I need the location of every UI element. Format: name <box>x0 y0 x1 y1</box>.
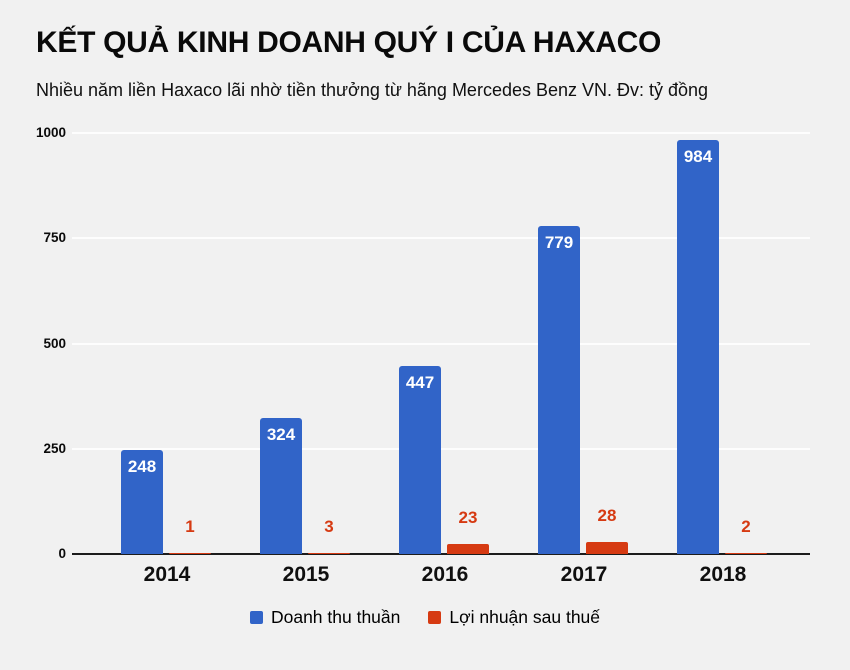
profit-bar-2016 <box>447 544 489 554</box>
revenue-value-label-2018: 984 <box>683 146 713 166</box>
legend-label: Doanh thu thuần <box>270 607 401 627</box>
x-axis-label-2016: 2016 <box>421 563 469 586</box>
y-tick-label: 500 <box>43 335 66 351</box>
chart-title: KẾT QUẢ KINH DOANH QUÝ I CỦA HAXACO <box>36 26 662 59</box>
revenue-bar-2016 <box>399 365 441 554</box>
revenue-value-label-2016: 447 <box>405 372 435 392</box>
profit-value-label-2018: 2 <box>741 516 751 536</box>
profit-legend-swatch-icon <box>428 611 442 624</box>
profit-value-label-2016: 23 <box>458 508 478 528</box>
profit-value-label-2017: 28 <box>597 506 617 526</box>
profit-value-label-2015: 3 <box>324 516 334 536</box>
revenue-value-label-2015: 324 <box>266 424 296 444</box>
chart-subtitle: Nhiều năm liền Haxaco lãi nhờ tiền thưởn… <box>36 80 709 100</box>
revenue-legend-swatch-icon <box>249 611 263 624</box>
x-axis-label-2017: 2017 <box>560 563 608 586</box>
y-tick-label: 750 <box>43 230 66 246</box>
profit-bar-2018 <box>725 552 767 554</box>
y-tick-label: 1000 <box>35 125 66 140</box>
x-axis-label-2014: 2014 <box>143 563 191 586</box>
profit-bar-2014 <box>169 552 211 554</box>
legend-label: Lợi nhuận sau thuế <box>449 607 601 627</box>
legend-item-profit: Lợi nhuận sau thuế <box>428 607 600 628</box>
y-tick-label: 250 <box>43 440 66 456</box>
gridline-250 <box>72 447 810 450</box>
gridline-500 <box>72 342 810 345</box>
x-axis-line <box>72 553 810 555</box>
profit-bar-2015 <box>308 552 350 554</box>
revenue-bar-2018 <box>677 139 719 554</box>
profit-value-label-2014: 1 <box>185 516 195 536</box>
x-axis-label-2015: 2015 <box>282 563 330 586</box>
revenue-bar-2015 <box>260 417 302 554</box>
revenue-value-label-2014: 248 <box>127 456 157 476</box>
revenue-bar-2017 <box>538 226 580 554</box>
revenue-value-label-2017: 779 <box>544 233 574 253</box>
gridline-1000 <box>72 132 810 134</box>
chart-legend: Doanh thu thuần Lợi nhuận sau thuế <box>0 607 850 628</box>
gridline-750 <box>72 237 810 240</box>
legend-item-revenue: Doanh thu thuần <box>249 607 401 628</box>
x-axis-label-2018: 2018 <box>699 563 747 586</box>
profit-bar-2017 <box>586 542 628 554</box>
y-tick-label: 0 <box>58 546 66 561</box>
revenue-bar-2014 <box>121 449 163 554</box>
